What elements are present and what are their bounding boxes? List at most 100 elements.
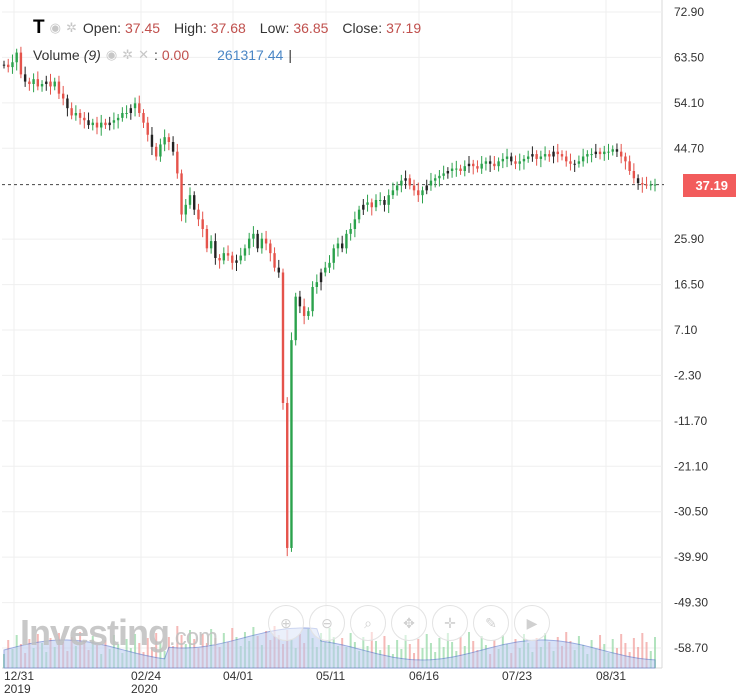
candle-body xyxy=(459,168,462,171)
volume-bar xyxy=(421,648,424,668)
candle-body xyxy=(176,151,179,174)
candle-body xyxy=(243,248,247,256)
candle-body xyxy=(598,151,602,155)
eye-icon[interactable]: ◉ xyxy=(105,47,118,62)
eye-icon[interactable]: ◉ xyxy=(49,20,61,35)
candle-body xyxy=(501,158,505,162)
y-tick-label: 72.90 xyxy=(674,5,704,19)
logo-brand: Investing xyxy=(20,612,170,653)
candle-body xyxy=(619,151,623,157)
candle-body xyxy=(260,238,264,249)
high-label: High: xyxy=(174,20,207,36)
candle-body xyxy=(100,122,103,128)
last-price-tag: 37.19 xyxy=(683,173,736,197)
candle-body xyxy=(387,195,390,205)
candle-body xyxy=(214,241,217,258)
candle-body xyxy=(340,243,344,249)
y-tick-label: 16.50 xyxy=(674,278,704,292)
candle-body xyxy=(543,154,547,157)
y-tick-label: -21.10 xyxy=(674,459,708,473)
candle-body xyxy=(78,113,82,118)
crosshair-icon[interactable]: ✛ xyxy=(432,605,468,641)
candle-body xyxy=(607,151,610,153)
candle-body xyxy=(154,146,158,157)
gear-icon[interactable]: ✲ xyxy=(65,20,77,35)
candle-body xyxy=(556,151,559,155)
volume-bars xyxy=(3,626,656,669)
zoom-in-icon[interactable]: ⊕ xyxy=(268,605,304,641)
x-tick-label: 12/31 xyxy=(4,669,34,683)
x-tick-label: 02/24 xyxy=(131,669,161,683)
candle-body xyxy=(586,154,589,157)
candle-body xyxy=(484,161,488,164)
volume-period: (9) xyxy=(83,47,101,63)
volume-legend: Volume (9) ◉ ✲ ✕ : 0.00 261317.44 | xyxy=(33,47,292,63)
candle-body xyxy=(573,163,576,165)
y-tick-label: -2.30 xyxy=(674,368,702,382)
chart-grid xyxy=(2,0,664,669)
candle-body xyxy=(463,166,466,171)
open-label: Open: xyxy=(82,20,121,36)
candle-body xyxy=(167,137,171,143)
candle-body xyxy=(412,185,416,191)
volume-separator: : xyxy=(153,47,158,63)
pan-icon[interactable]: ✥ xyxy=(391,605,427,641)
candle-body xyxy=(112,120,116,123)
candle-body xyxy=(421,190,424,196)
candle-body xyxy=(294,296,297,341)
candle-body xyxy=(201,219,204,229)
candle-body xyxy=(450,168,454,171)
candle-body xyxy=(433,178,437,181)
volume-bar xyxy=(451,642,454,668)
candle-body xyxy=(641,183,644,185)
candle-body xyxy=(577,161,581,164)
candle-body xyxy=(218,257,221,261)
candle-body xyxy=(349,228,352,234)
zoom-out-icon[interactable]: ⊖ xyxy=(309,605,345,641)
candle-body xyxy=(277,267,280,273)
candle-body xyxy=(87,120,90,126)
candle-body xyxy=(171,142,175,152)
candle-body xyxy=(548,154,551,157)
candle-body xyxy=(40,84,44,87)
candle-body xyxy=(311,286,314,312)
candle-body xyxy=(205,228,209,249)
volume-bar xyxy=(408,644,411,668)
y-tick-label: 7.10 xyxy=(674,323,698,337)
close-icon[interactable]: ✕ xyxy=(138,47,149,62)
candle-body xyxy=(636,178,640,184)
candle-body xyxy=(603,151,606,155)
gear-icon[interactable]: ✲ xyxy=(122,47,134,62)
candle-body xyxy=(472,163,475,167)
candle-body xyxy=(345,233,348,249)
candle-body xyxy=(273,253,276,268)
candle-body xyxy=(438,175,441,179)
candle-body xyxy=(493,163,496,167)
play-icon[interactable]: ▶ xyxy=(514,605,550,641)
candle-body xyxy=(505,156,509,159)
close-value: 37.19 xyxy=(386,20,422,36)
candle-body xyxy=(383,199,386,205)
candle-body xyxy=(163,137,166,145)
volume-bar xyxy=(641,633,644,668)
search-icon[interactable]: ⌕ xyxy=(350,605,386,641)
candle-body xyxy=(116,117,120,121)
candle-body xyxy=(184,204,187,215)
candle-body xyxy=(256,233,259,249)
volume-ma-area xyxy=(3,627,656,669)
volume-bar xyxy=(155,633,158,668)
candle-body xyxy=(142,113,145,123)
candle-body xyxy=(645,184,648,186)
volume-bar xyxy=(383,636,386,668)
candle-body xyxy=(315,282,319,287)
candle-body xyxy=(357,209,361,220)
draw-icon[interactable]: ✎ xyxy=(473,605,509,641)
candle-body xyxy=(531,154,534,157)
logo-suffix: .com xyxy=(169,624,218,651)
candle-body xyxy=(442,173,445,176)
candle-body xyxy=(138,103,141,114)
candle-body xyxy=(307,311,310,316)
candle-body xyxy=(91,122,94,126)
